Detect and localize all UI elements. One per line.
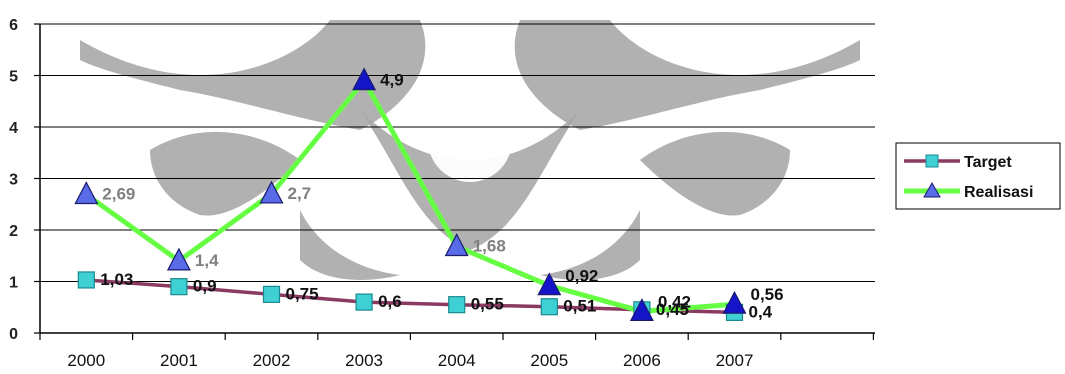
marker-realisasi-2001: [166, 247, 191, 271]
series-markers: [74, 67, 747, 321]
legend-label-target: Target: [964, 154, 1012, 171]
data-label-realisasi-2004: 1,68: [473, 236, 506, 255]
data-label-target-2004: 0,55: [471, 295, 504, 314]
legend-box: [895, 142, 1061, 210]
data-label-target-2000: 1,03: [100, 270, 133, 289]
data-label-target-2003: 0,6: [378, 292, 402, 311]
marker-target-2005: [540, 298, 558, 316]
marker-realisasi-2002: [259, 180, 284, 204]
legend: Target Realisasi: [895, 142, 1061, 210]
watermark-center-hole: [428, 98, 512, 182]
marker-realisasi-2006: [629, 298, 654, 321]
marker-target-2000: [77, 271, 95, 289]
data-label-realisasi-2003: 4,9: [380, 71, 404, 90]
data-label-target-2007: 0,4: [749, 302, 773, 321]
marker-target-2001: [170, 278, 188, 296]
x-tick-label: 2006: [623, 351, 661, 370]
data-label-target-2005: 0,51: [563, 297, 596, 316]
data-label-realisasi-2000: 2,69: [102, 184, 135, 203]
x-axis-ticks: 2000 2001 2002 2003 2004 2005 2006 2007: [39, 333, 875, 370]
data-label-target-2002: 0,75: [286, 284, 319, 303]
data-label-target-2001: 0,9: [193, 277, 217, 296]
marker-realisasi-2003: [352, 67, 377, 91]
y-tick-label: 0: [9, 326, 18, 343]
data-label-realisasi-2001: 1,4: [195, 251, 219, 270]
legend-marker-realisasi: [923, 181, 941, 198]
legend-label-realisasi: Realisasi: [964, 184, 1033, 201]
watermark-tail-right: [540, 210, 640, 280]
marker-realisasi-2007: [722, 290, 747, 314]
x-tick-label: 2007: [716, 351, 754, 370]
y-tick-label: 3: [9, 172, 18, 189]
marker-realisasi-2004: [444, 233, 469, 257]
data-label-target-2006: 0,45: [656, 300, 689, 319]
marker-target-2002: [262, 285, 281, 303]
marker-target-2003: [355, 293, 373, 311]
x-tick-label: 2000: [67, 351, 105, 370]
legend-marker-target: [925, 154, 939, 168]
data-label-realisasi-2006: 0,42: [658, 292, 691, 311]
y-tick-label: 2: [9, 223, 18, 240]
y-tick-label: 6: [9, 17, 18, 34]
y-tick-label: 4: [9, 120, 18, 137]
series-line-realisasi: [84, 78, 735, 314]
watermark-curl-left: [150, 131, 300, 216]
data-label-realisasi-2005: 0,92: [565, 267, 598, 286]
x-tick-label: 2005: [530, 351, 568, 370]
x-tick-label: 2001: [160, 351, 198, 370]
x-tick-label: 2002: [253, 351, 291, 370]
series-lines: [84, 78, 735, 315]
y-tick-label: 1: [9, 275, 18, 292]
watermark-ornament: [80, 20, 860, 280]
y-tick-label: 5: [9, 69, 18, 86]
data-label-realisasi-2007: 0,56: [751, 285, 784, 304]
y-axis-ticks: 0 1 2 3 4 5 6: [9, 17, 40, 343]
watermark-curl-right: [640, 131, 790, 216]
watermark-tail-left: [300, 210, 400, 280]
marker-realisasi-2000: [74, 181, 99, 205]
data-label-realisasi-2002: 2,7: [288, 184, 312, 203]
marker-target-2004: [448, 296, 466, 314]
data-labels: 1,03 0,9 0,75 0,6 0,55 0,51 0,45 0,4 2,69 1,4 2,7 4…: [100, 71, 783, 322]
x-tick-label: 2004: [438, 351, 476, 370]
marker-realisasi-2005: [537, 272, 562, 296]
x-tick-label: 2003: [345, 351, 383, 370]
